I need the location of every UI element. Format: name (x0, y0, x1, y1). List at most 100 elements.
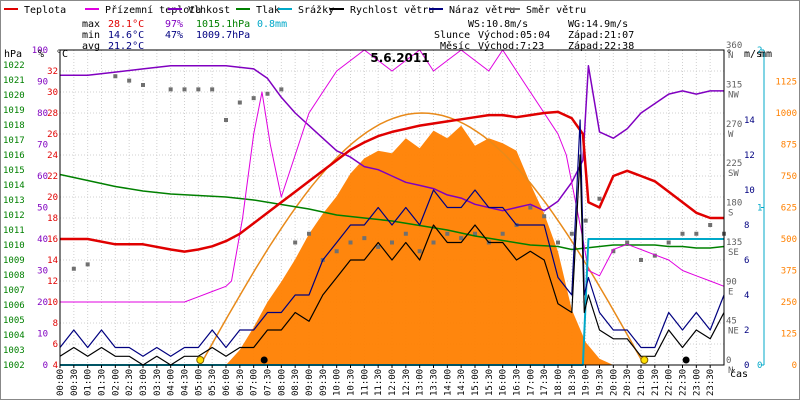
sunrise-marker-icon (196, 356, 205, 364)
tick-label-rain: 1 (757, 204, 762, 214)
wind-direction-point (71, 266, 76, 271)
moonset-marker-icon (682, 356, 690, 364)
legend-item-teplota[interactable]: Teplota (4, 5, 66, 16)
tick-label-solar: 375 (781, 267, 797, 277)
wind-direction-point (279, 87, 284, 92)
tick-label-wind-speed: 8 (744, 221, 749, 231)
x-tick-label: 22:30 (679, 369, 689, 396)
axis-label-pressure: hPa (4, 49, 22, 60)
x-tick-label: 08:30 (291, 369, 301, 396)
wind-direction-point (583, 218, 588, 223)
wind-direction-point (611, 249, 616, 254)
tick-label-pressure: 1021 (3, 76, 25, 86)
axis-label-humidity: % (38, 49, 44, 60)
x-tick-label: 08:00 (277, 369, 287, 396)
wind-direction-point (639, 258, 643, 262)
tick-label-solar: 125 (781, 330, 797, 340)
wind-direction-point (694, 231, 699, 236)
x-tick-label: 12:00 (388, 369, 398, 396)
tick-label-solar: 875 (781, 141, 797, 151)
x-tick-label: 04:30 (181, 369, 191, 396)
x-tick-label: 10:30 (347, 369, 357, 396)
tick-label-wind-speed: 0 (744, 361, 749, 371)
x-tick-label: 02:30 (125, 369, 135, 396)
legend-item-vlhkost[interactable]: Vlhkost (168, 5, 230, 16)
axis-label-temperature: °C (56, 49, 68, 60)
tick-label-pressure: 1010 (3, 241, 25, 251)
x-tick-label: 06:00 (222, 369, 232, 396)
axes: 1002100310041005100610071008100910101011… (3, 41, 797, 396)
x-tick-label: 06:30 (236, 369, 246, 396)
wind-direction-point (237, 100, 242, 105)
tick-label-humidity: 100 (32, 46, 48, 56)
tick-label-humidity: 50 (37, 204, 48, 214)
moonrise-marker-icon (260, 356, 268, 364)
stat-max-humidity: 97% (165, 19, 183, 30)
legend-label-vlhkost: Vlhkost (188, 5, 230, 16)
legend-label-smer-vetru: Směr větru (526, 4, 586, 16)
legend-item-naraz-vetru[interactable]: Náraz větru (429, 4, 515, 16)
moonset-time: Západ:22:38 (568, 40, 634, 52)
tick-label-temperature: 32 (47, 67, 58, 77)
tick-label-humidity: 30 (37, 267, 48, 277)
chart-title: 5.6.2011 (370, 51, 429, 65)
wind-direction-point (390, 240, 394, 245)
tick-label-temperature: 14 (47, 256, 58, 266)
legend-item-tlak[interactable]: Tlak (236, 5, 280, 16)
x-tick-label: 01:30 (98, 369, 108, 396)
tick-label-solar: 1125 (775, 78, 797, 88)
tick-label-direction: 270 (726, 120, 742, 130)
x-tick-label: 09:00 (305, 369, 315, 396)
wind-direction-point (403, 231, 408, 236)
tick-label-humidity: 90 (37, 78, 48, 88)
wind-direction-point (680, 231, 685, 236)
tick-label-solar: 500 (781, 235, 797, 245)
tick-label-direction: 0 (726, 356, 731, 366)
x-tick-label: 15:30 (485, 369, 495, 396)
x-tick-label: 17:00 (526, 369, 536, 396)
legend-item-smer-vetru[interactable]: Směr větru (506, 4, 586, 16)
tick-label-direction: 135 (726, 238, 742, 248)
series-line-naraz-vetru (59, 119, 725, 357)
wind-direction-point (362, 236, 367, 241)
wind-direction-point (708, 223, 713, 227)
x-tick-label: 20:30 (623, 369, 633, 396)
wind-direction-point (251, 96, 256, 101)
solar-theoretical-curve (199, 112, 644, 366)
tick-label-rain: 0 (757, 361, 762, 371)
wind-direction-point (542, 214, 547, 219)
legend: Teplota Přízemní teplota Vlhkost Tlak Sr… (4, 4, 586, 16)
wind-direction-point (652, 253, 657, 258)
series-line-rychlost-vetru (59, 154, 725, 366)
stat-max-label: max (82, 19, 100, 30)
tick-label-temperature: 26 (47, 130, 58, 140)
x-axis-label: čas (730, 368, 748, 380)
tick-label-direction: 45 (726, 317, 737, 327)
wind-direction-point (625, 240, 630, 245)
legend-item-srazky[interactable]: Srážky (278, 4, 334, 16)
tick-label-pressure: 1019 (3, 106, 25, 116)
stat-avg-label: avg (82, 41, 100, 52)
tick-label-humidity: 0 (43, 361, 48, 371)
tick-label-direction-name: S (728, 209, 733, 219)
stat-min-label: min (82, 30, 100, 41)
tick-label-temperature: 6 (53, 340, 58, 350)
x-tick-label: 03:00 (139, 369, 149, 396)
tick-label-direction: 180 (726, 199, 742, 209)
legend-label-srazky: Srážky (298, 4, 334, 16)
tick-label-pressure: 1015 (3, 166, 25, 176)
tick-label-pressure: 1020 (3, 91, 25, 101)
x-tick-label: 17:30 (540, 369, 550, 396)
wind-direction-point (666, 240, 671, 245)
x-tick-label: 14:00 (443, 369, 453, 396)
stat-rain-total: 0.8mm (257, 19, 287, 30)
x-tick-label: 07:00 (250, 369, 260, 396)
wind-direction-point (459, 236, 464, 241)
x-tick-label: 22:00 (665, 369, 675, 396)
x-tick-label: 07:30 (264, 369, 274, 396)
wind-direction-point (334, 249, 339, 254)
legend-item-rychlost-vetru[interactable]: Rychlost větru (330, 4, 434, 16)
tick-label-humidity: 80 (37, 109, 48, 119)
legend-item-prizemni-teplota[interactable]: Přízemní teplota (85, 4, 201, 16)
